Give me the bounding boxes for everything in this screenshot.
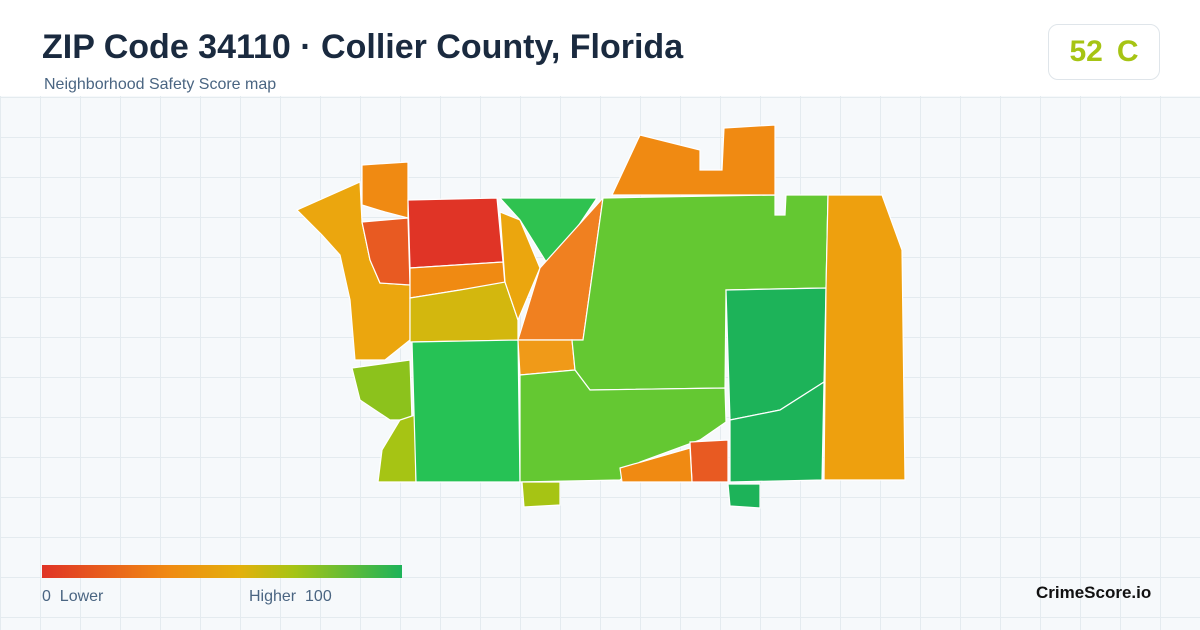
region <box>729 380 825 483</box>
region <box>377 414 417 483</box>
legend-max-label: Higher <box>249 588 297 605</box>
brand: CrimeScore.io <box>1036 583 1152 602</box>
region <box>517 339 576 376</box>
region <box>619 447 693 483</box>
region <box>361 217 411 286</box>
region <box>727 483 761 509</box>
region <box>689 439 729 483</box>
score-grade: C <box>1116 35 1139 68</box>
region <box>361 161 409 219</box>
title: ZIP Code 34110 · Collier County, Florida <box>42 28 684 66</box>
legend-min-value: 0 <box>42 588 51 605</box>
subtitle: Neighborhood Safety Score map <box>44 76 277 93</box>
region <box>521 481 561 508</box>
region <box>351 359 413 421</box>
legend-min-label: Lower <box>59 588 104 605</box>
region <box>823 194 906 481</box>
legend-max-value: 100 <box>305 588 332 605</box>
score-badge: 52 C <box>1048 24 1160 80</box>
legend-max: Higher 100 <box>249 588 332 606</box>
score-value: 52 <box>1069 35 1103 68</box>
region <box>411 339 521 483</box>
region <box>407 197 504 269</box>
region <box>611 124 776 196</box>
region <box>499 211 541 322</box>
header: ZIP Code 34110 · Collier County, Florida… <box>0 0 1200 96</box>
region <box>519 369 727 483</box>
regions <box>295 124 906 509</box>
legend-gradient <box>42 565 402 578</box>
legend-min: 0 Lower <box>42 588 103 606</box>
